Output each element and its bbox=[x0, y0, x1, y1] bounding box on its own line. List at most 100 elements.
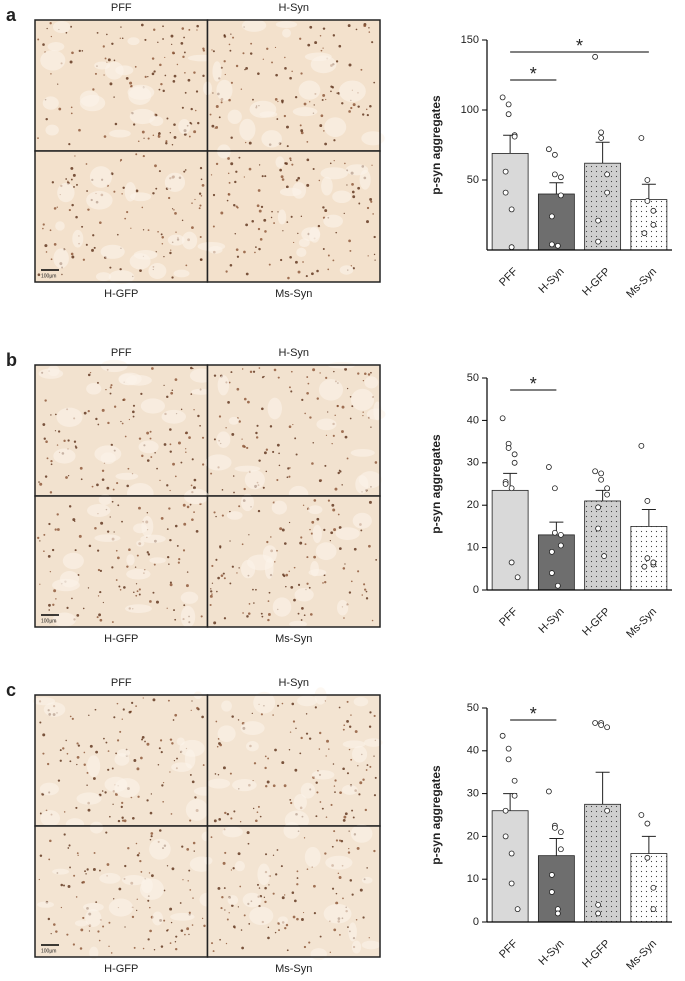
stain-dot bbox=[288, 386, 291, 389]
stain-dot bbox=[54, 413, 57, 416]
stain-dot bbox=[233, 491, 235, 494]
stain-dot bbox=[281, 702, 284, 705]
stain-dot bbox=[136, 854, 138, 856]
stain-dot bbox=[271, 61, 273, 64]
stain-dot bbox=[188, 869, 191, 872]
stain-dot bbox=[307, 382, 310, 385]
tissue-blob bbox=[122, 874, 146, 886]
stain-dot bbox=[179, 902, 182, 904]
stain-dot bbox=[131, 915, 135, 919]
stain-dot bbox=[45, 117, 48, 121]
stain-dot bbox=[258, 164, 261, 166]
stain-dot bbox=[218, 415, 222, 418]
tissue-blob bbox=[350, 448, 375, 457]
stain-dot bbox=[191, 226, 194, 230]
stain-dot bbox=[323, 528, 326, 532]
stain-dot bbox=[211, 49, 213, 51]
stain-dot bbox=[198, 192, 202, 195]
stain-dot bbox=[116, 233, 119, 236]
stain-dot bbox=[170, 391, 174, 395]
stain-dot bbox=[138, 506, 141, 510]
stain-dot bbox=[163, 443, 167, 446]
stain-dot bbox=[192, 486, 196, 490]
y-tick-label: 20 bbox=[467, 830, 479, 842]
stain-dot bbox=[151, 367, 154, 370]
stain-dot bbox=[373, 755, 375, 757]
stain-dot bbox=[117, 819, 121, 823]
stain-dot bbox=[128, 710, 132, 714]
stain-dot bbox=[349, 417, 352, 420]
stain-dot bbox=[99, 569, 103, 573]
stain-dot bbox=[296, 883, 299, 886]
data-point bbox=[502, 481, 509, 487]
stain-dot bbox=[110, 443, 113, 447]
stain-dot bbox=[316, 517, 320, 521]
stain-dot bbox=[162, 25, 164, 28]
stain-dot bbox=[283, 574, 286, 578]
stain-dot bbox=[341, 405, 345, 409]
stain-dot bbox=[152, 698, 156, 702]
tissue-blob bbox=[352, 512, 372, 529]
stain-dot bbox=[68, 142, 71, 146]
stain-dot bbox=[335, 231, 338, 234]
stain-dot bbox=[157, 763, 160, 766]
stain-dot bbox=[68, 208, 71, 212]
stain-dot bbox=[83, 751, 86, 754]
stain-dot bbox=[319, 35, 322, 37]
stain-dot bbox=[270, 536, 272, 538]
stain-dot bbox=[67, 475, 70, 477]
stain-dot bbox=[201, 917, 204, 920]
stain-dot bbox=[342, 567, 346, 570]
stain-dot bbox=[172, 80, 176, 83]
tissue-blob bbox=[241, 493, 254, 512]
stain-dot bbox=[366, 220, 369, 224]
stain-dot bbox=[295, 453, 298, 456]
y-tick-label: 40 bbox=[467, 745, 479, 757]
stain-dot bbox=[267, 757, 270, 760]
scale-label: 100µm bbox=[41, 273, 56, 279]
stain-dot bbox=[369, 197, 373, 201]
stain-dot bbox=[239, 885, 242, 888]
tissue-blob bbox=[100, 244, 125, 259]
tissue-blob bbox=[275, 20, 298, 29]
stain-dot bbox=[226, 812, 230, 816]
stain-dot bbox=[188, 436, 191, 439]
tissue-blob bbox=[179, 739, 205, 757]
stain-dot bbox=[344, 367, 348, 371]
stain-dot bbox=[146, 512, 149, 514]
stain-dot bbox=[155, 600, 159, 604]
stain-dot bbox=[280, 258, 283, 262]
stain-dot bbox=[182, 549, 186, 552]
stain-dot bbox=[49, 571, 52, 573]
stain-dot bbox=[367, 255, 369, 257]
stain-dot bbox=[149, 929, 152, 933]
stain-dot bbox=[284, 67, 287, 70]
data-point bbox=[598, 470, 605, 477]
stain-dot bbox=[174, 475, 177, 478]
stain-dot bbox=[192, 897, 194, 899]
stain-dot bbox=[243, 914, 246, 917]
stain-dot bbox=[181, 845, 184, 848]
stain-dot bbox=[137, 140, 140, 142]
stain-dot bbox=[169, 583, 173, 587]
stain-dot bbox=[223, 887, 226, 890]
stain-dot bbox=[102, 601, 104, 604]
stain-dot bbox=[147, 553, 151, 556]
stain-dot bbox=[234, 180, 237, 184]
stain-dot bbox=[59, 749, 62, 752]
stain-dot bbox=[286, 476, 289, 479]
tissue-blob bbox=[39, 782, 59, 796]
stain-dot bbox=[200, 615, 203, 618]
stain-dot bbox=[217, 576, 220, 580]
tissue-blob bbox=[339, 265, 354, 275]
stain-dot bbox=[137, 795, 140, 798]
stain-dot bbox=[169, 251, 172, 255]
y-axis-label: p-syn aggregates bbox=[429, 95, 443, 195]
stain-dot bbox=[318, 179, 321, 182]
stain-dot bbox=[351, 809, 354, 812]
stain-dot bbox=[228, 181, 231, 184]
stain-dot bbox=[42, 227, 44, 230]
stain-dot bbox=[103, 737, 105, 740]
stain-dot bbox=[252, 370, 256, 373]
